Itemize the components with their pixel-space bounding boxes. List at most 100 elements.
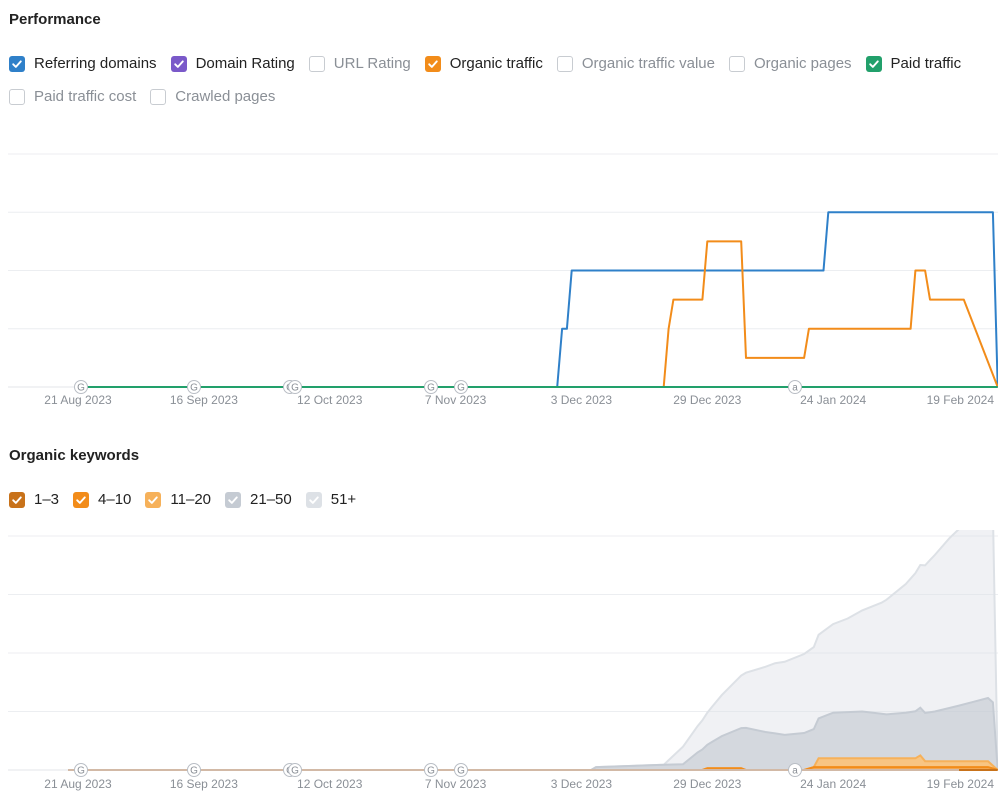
checkbox-checked-icon[interactable]	[145, 491, 162, 508]
marker-label: G	[291, 383, 299, 394]
x-tick-label: 29 Dec 2023	[673, 393, 741, 407]
checkbox-checked-icon[interactable]	[865, 55, 882, 72]
keywords-legend: 1–3 4–10 11–20 21–50 51+	[9, 491, 370, 508]
marker-circle	[788, 763, 802, 777]
annotation-marker: a	[788, 380, 802, 394]
x-tick-label: 7 Nov 2023	[425, 777, 487, 791]
legend-item-organic-traffic[interactable]: Organic traffic	[424, 55, 543, 72]
series-line-51	[78, 530, 998, 771]
checkbox-unchecked-icon[interactable]	[728, 55, 745, 72]
legend-label: Crawled pages	[175, 88, 276, 105]
marker-label: G	[457, 766, 465, 777]
performance-title: Performance	[9, 11, 101, 28]
annotation-marker: a	[788, 763, 802, 777]
checkbox-unchecked-icon[interactable]	[150, 88, 167, 105]
series-area-21-50	[78, 698, 998, 770]
checkbox-checked-icon[interactable]	[73, 491, 90, 508]
series-area-51	[78, 530, 998, 770]
legend-item-paid-traffic[interactable]: Paid traffic	[865, 55, 962, 72]
legend-label: Organic traffic	[449, 55, 543, 72]
legend-label: Organic traffic value	[581, 55, 715, 72]
marker-circle	[187, 380, 201, 394]
series-line-referring-domains	[78, 211, 998, 388]
marker-circle	[788, 380, 802, 394]
x-tick-label: 16 Sep 2023	[170, 393, 238, 407]
checkbox-checked-icon[interactable]	[170, 55, 187, 72]
x-tick-label: 12 Oct 2023	[297, 393, 363, 407]
legend-item-51[interactable]: 51+	[305, 491, 357, 508]
marker-circle	[454, 380, 468, 394]
performance-legend-row-2: Paid traffic cost Crawled pages	[9, 88, 289, 105]
x-tick-label: 3 Dec 2023	[551, 777, 613, 791]
google-update-marker: G	[424, 763, 438, 777]
x-tick-label: 29 Dec 2023	[673, 777, 741, 791]
marker-label: a	[792, 383, 798, 394]
legend-label: 1–3	[34, 491, 60, 508]
marker-circle	[288, 763, 302, 777]
x-tick-label: 19 Feb 2024	[927, 777, 995, 791]
checkbox-unchecked-icon[interactable]	[556, 55, 573, 72]
legend-label: 21–50	[250, 491, 292, 508]
marker-label: G	[291, 766, 299, 777]
legend-label: Organic pages	[753, 55, 852, 72]
checkbox-unchecked-icon[interactable]	[308, 55, 325, 72]
x-tick-label: 21 Aug 2023	[44, 393, 112, 407]
marker-label: G	[77, 383, 85, 394]
google-update-marker: G	[454, 763, 468, 777]
legend-item-url-rating[interactable]: URL Rating	[308, 55, 411, 72]
marker-circle	[187, 763, 201, 777]
google-update-marker: G	[187, 380, 201, 394]
marker-circle	[74, 380, 88, 394]
series-line-organic-traffic	[78, 240, 998, 388]
checkbox-checked-icon[interactable]	[225, 491, 242, 508]
legend-label: 51+	[330, 491, 357, 508]
checkbox-unchecked-icon[interactable]	[9, 88, 25, 105]
legend-item-1-3[interactable]: 1–3	[9, 491, 59, 508]
keywords-title: Organic keywords	[9, 447, 140, 464]
x-tick-label: 24 Jan 2024	[800, 393, 866, 407]
marker-label: G	[427, 383, 435, 394]
marker-circle	[454, 763, 468, 777]
google-update-marker: G	[187, 763, 201, 777]
google-update-marker: G	[74, 380, 88, 394]
legend-item-domain-rating[interactable]: Domain Rating	[170, 55, 295, 72]
legend-item-organic-pages[interactable]: Organic pages	[728, 55, 852, 72]
x-tick-label: 7 Nov 2023	[425, 393, 487, 407]
legend-label: URL Rating	[333, 55, 411, 72]
legend-item-crawled-pages[interactable]: Crawled pages	[150, 88, 275, 105]
legend-item-11-20[interactable]: 11–20	[145, 491, 211, 508]
checkbox-checked-icon[interactable]	[424, 55, 441, 72]
performance-legend-row-1: Referring domains Domain Rating URL Rating…	[9, 55, 975, 72]
legend-label: Domain Rating	[195, 55, 295, 72]
legend-item-referring-domains[interactable]: Referring domains	[9, 55, 157, 72]
legend-label: 11–20	[170, 491, 212, 508]
google-update-marker: G	[288, 763, 302, 777]
x-tick-label: 24 Jan 2024	[800, 777, 866, 791]
legend-item-21-50[interactable]: 21–50	[225, 491, 292, 508]
marker-label: G	[190, 766, 198, 777]
marker-circle	[288, 380, 302, 394]
legend-item-paid-traffic-cost[interactable]: Paid traffic cost	[9, 88, 136, 105]
series-line-21-50	[78, 696, 998, 771]
marker-circle	[74, 763, 88, 777]
legend-label: Referring domains	[34, 55, 157, 72]
legend-item-organic-traffic-value[interactable]: Organic traffic value	[556, 55, 715, 72]
marker-circle	[424, 380, 438, 394]
x-tick-label: 16 Sep 2023	[170, 777, 238, 791]
checkbox-checked-icon[interactable]	[9, 491, 25, 508]
checkbox-checked-icon[interactable]	[9, 55, 25, 72]
legend-label: Paid traffic cost	[34, 88, 137, 105]
google-update-marker: G	[424, 380, 438, 394]
google-update-marker: G	[454, 380, 468, 394]
marker-label: G	[457, 383, 465, 394]
google-update-marker: G	[288, 380, 302, 394]
checkbox-checked-icon[interactable]	[305, 491, 322, 508]
marker-circle	[424, 763, 438, 777]
legend-item-4-10[interactable]: 4–10	[73, 491, 131, 508]
x-tick-label: 3 Dec 2023	[551, 393, 613, 407]
marker-label: G	[190, 383, 198, 394]
x-tick-label: 21 Aug 2023	[44, 777, 112, 791]
legend-label: Paid traffic	[890, 55, 962, 72]
